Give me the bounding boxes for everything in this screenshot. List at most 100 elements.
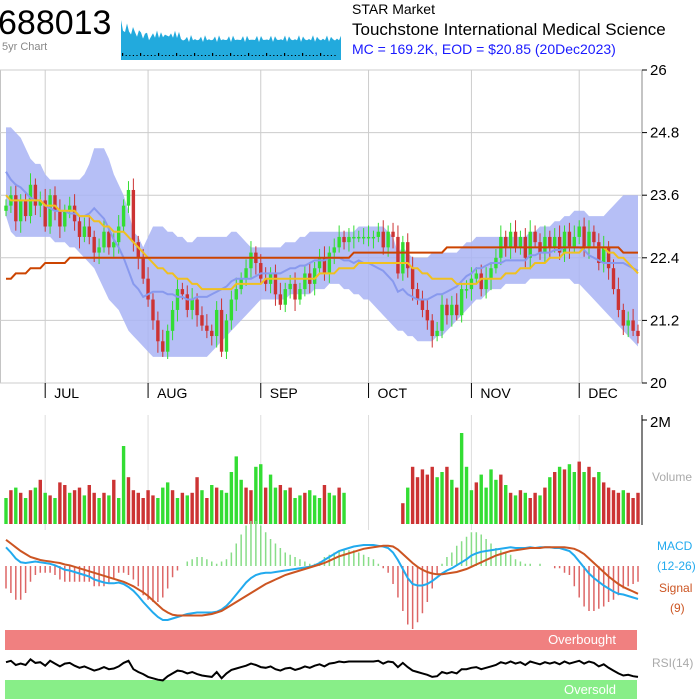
candle-body [513, 231, 518, 248]
candle-body [263, 278, 268, 284]
volume-bar [616, 492, 621, 524]
candle-body [592, 231, 596, 243]
mini-volume-bar [204, 55, 206, 56]
volume-bar [425, 474, 430, 524]
volume-bar [636, 492, 640, 524]
volume-bar [170, 490, 175, 524]
mini-volume-bar [140, 53, 142, 56]
market-name: STAR Market [352, 1, 435, 17]
volume-bar [18, 492, 23, 524]
volume-bar [102, 492, 106, 524]
volume-bar [621, 490, 626, 524]
volume-bar [450, 479, 454, 524]
bollinger-mid-line [5, 171, 639, 301]
candle-body [322, 257, 327, 274]
volume-bar [278, 485, 283, 524]
candle-body [474, 273, 479, 279]
volume-bar [210, 485, 214, 524]
mini-volume-bar [305, 55, 307, 56]
candle-body [616, 289, 621, 310]
volume-bar [185, 495, 189, 524]
volume-bar [82, 495, 87, 524]
candle-body [352, 236, 356, 239]
candle-body [288, 283, 292, 290]
candle-body [219, 309, 224, 352]
candle-body [381, 231, 385, 248]
candle-body [48, 195, 52, 227]
mini-volume-bar [208, 55, 210, 56]
candle-body [484, 278, 488, 290]
mini-volume-bar [194, 53, 196, 56]
candle-body [97, 247, 101, 253]
mini-volume-bar [233, 55, 235, 56]
candle-body [303, 273, 307, 290]
volume-bar [234, 456, 238, 524]
candle-body [4, 205, 8, 211]
signal-line [5, 539, 639, 617]
volume-bar [151, 495, 155, 524]
volume-bar [214, 487, 219, 524]
candle-body [43, 200, 47, 227]
candle-body [77, 221, 82, 237]
mini-volume-bar [161, 55, 163, 56]
volume-bar [33, 487, 38, 524]
volume-bar [523, 492, 528, 524]
volume-bar [38, 479, 42, 524]
candle-body [572, 236, 577, 248]
volume-bar [298, 495, 302, 524]
volume-bar [239, 479, 243, 524]
oversold-band [5, 680, 637, 699]
price-tick-label: 26 [650, 62, 667, 79]
candle-body [195, 299, 199, 316]
volume-bar [9, 490, 13, 524]
candle-body [165, 330, 170, 352]
volume-bar [308, 490, 312, 524]
candle-body [464, 289, 469, 291]
mini-volume-bar [320, 53, 322, 56]
volume-bar [332, 495, 336, 524]
volume-bar [293, 498, 297, 524]
volume-bar [4, 498, 8, 524]
candle-body [450, 304, 454, 316]
candle-body [33, 184, 38, 206]
mini-volume-bar [330, 55, 332, 56]
mini-volume-bar [316, 55, 318, 56]
mini-5yr-chart[interactable] [121, 0, 341, 60]
volume-bar [141, 498, 145, 524]
candle-body [391, 231, 395, 237]
mini-volume-bar [291, 55, 293, 56]
candle-body [337, 236, 341, 248]
candle-body [214, 309, 219, 337]
volume-bar [626, 492, 630, 524]
volume-bar [165, 482, 170, 524]
candle-body [371, 236, 376, 239]
rsi-line [5, 658, 639, 682]
candle-body [136, 242, 140, 258]
candle-body [116, 226, 121, 243]
volume-bar [317, 498, 322, 524]
mini-volume-bar [244, 55, 246, 56]
volume-bar [48, 495, 52, 524]
volume-bar [112, 479, 116, 524]
candle-body [63, 210, 67, 227]
volume-bar [611, 490, 616, 524]
candle-body [14, 195, 18, 222]
mini-volume-bar [143, 55, 145, 56]
mini-volume-bar [309, 55, 311, 56]
macd-line [5, 544, 639, 621]
candle-body [557, 236, 562, 253]
volume-bar [205, 498, 209, 524]
volume-bar [592, 477, 596, 524]
candle-body [577, 226, 581, 237]
month-tick-label: AUG [157, 385, 187, 401]
candle-body [67, 205, 72, 211]
price-tick-label: 21.2 [650, 312, 679, 329]
candle-body [53, 195, 57, 211]
volume-bar [557, 466, 562, 524]
mini-volume-bar [280, 55, 282, 56]
mini-volume-bar [251, 55, 253, 56]
candle-body [151, 299, 155, 321]
volume-bar [312, 495, 317, 524]
volume-bar [597, 472, 601, 524]
mini-volume-bar [183, 55, 185, 56]
